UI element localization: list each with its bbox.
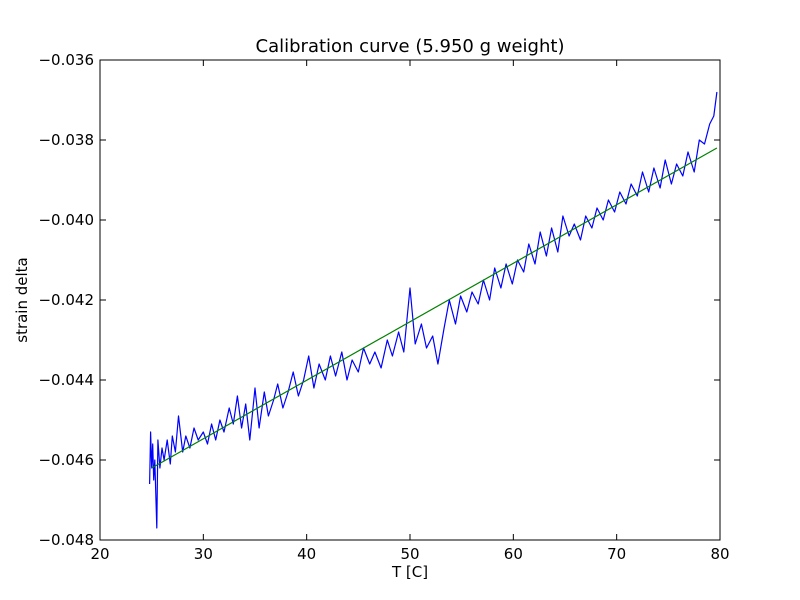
y-tick-label: −0.040 (38, 211, 94, 229)
x-tick-label: 80 (710, 545, 729, 563)
x-tick-label: 50 (400, 545, 419, 563)
linear-fit-line (151, 147, 718, 469)
series-layer (149, 91, 718, 529)
x-tick-label: 40 (297, 545, 316, 563)
plot-frame (99, 59, 721, 541)
plot-area (100, 60, 720, 540)
x-tick-label: 70 (607, 545, 626, 563)
x-tick-label: 60 (504, 545, 523, 563)
y-tick-label: −0.042 (38, 291, 94, 309)
y-tick-label: −0.038 (38, 131, 94, 149)
y-tick-label: −0.046 (38, 451, 94, 469)
y-tick-label: −0.044 (38, 371, 94, 389)
x-tick-label: 30 (194, 545, 213, 563)
chart-title: Calibration curve (5.950 g weight) (256, 36, 565, 57)
x-axis-label: T [C] (391, 563, 428, 581)
measured-strain-line (149, 91, 718, 529)
axis-ticks: 20 30 40 50 60 70 80 −0.048 −0.046 −0.044 −0.042 −0… (38, 51, 729, 563)
y-tick-label: −0.036 (38, 51, 94, 69)
y-axis-label: strain delta (13, 257, 31, 343)
x-tick-label: 20 (90, 545, 109, 563)
y-tick-label: −0.048 (38, 531, 94, 549)
